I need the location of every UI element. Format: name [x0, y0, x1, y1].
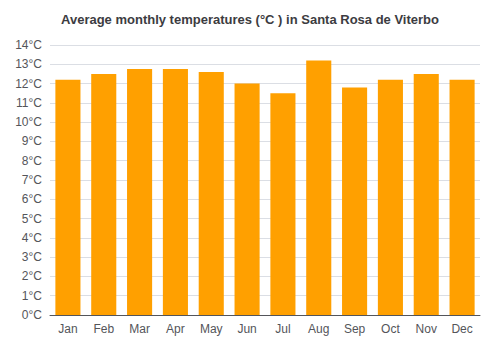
- svg-text:4°C: 4°C: [22, 231, 42, 245]
- svg-text:Jun: Jun: [237, 322, 256, 336]
- svg-text:Sep: Sep: [344, 322, 366, 336]
- svg-text:Jul: Jul: [275, 322, 290, 336]
- svg-text:5°C: 5°C: [22, 212, 42, 226]
- svg-text:Jan: Jan: [58, 322, 77, 336]
- svg-text:13°C: 13°C: [15, 57, 42, 71]
- svg-text:11°C: 11°C: [16, 96, 42, 110]
- svg-text:1°C: 1°C: [22, 289, 42, 303]
- svg-text:0°C: 0°C: [22, 308, 42, 322]
- svg-text:Aug: Aug: [308, 322, 329, 336]
- svg-text:May: May: [200, 322, 223, 336]
- svg-text:Apr: Apr: [166, 322, 185, 336]
- svg-text:Oct: Oct: [381, 322, 400, 336]
- svg-text:2°C: 2°C: [22, 269, 42, 283]
- svg-text:Average monthly temperatures (: Average monthly temperatures (°C ) in Sa…: [61, 12, 439, 27]
- svg-text:3°C: 3°C: [22, 250, 42, 264]
- svg-text:12°C: 12°C: [15, 77, 42, 91]
- svg-text:8°C: 8°C: [22, 154, 42, 168]
- svg-text:9°C: 9°C: [22, 134, 42, 148]
- svg-text:14°C: 14°C: [15, 38, 42, 52]
- svg-text:Mar: Mar: [129, 322, 150, 336]
- svg-text:10°C: 10°C: [15, 115, 42, 129]
- svg-text:6°C: 6°C: [22, 192, 42, 206]
- svg-text:Nov: Nov: [416, 322, 437, 336]
- svg-text:7°C: 7°C: [22, 173, 42, 187]
- svg-text:Feb: Feb: [93, 322, 114, 336]
- svg-text:Dec: Dec: [451, 322, 472, 336]
